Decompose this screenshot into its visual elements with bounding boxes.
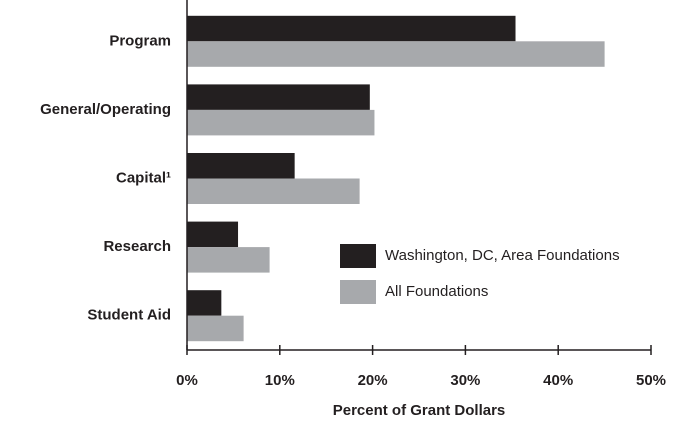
- legend-label: All Foundations: [385, 283, 488, 300]
- x-tick-label: 10%: [265, 372, 295, 389]
- x-tick-label: 50%: [636, 372, 666, 389]
- legend-label: Washington, DC, Area Foundations: [385, 247, 620, 264]
- x-tick-label: 0%: [176, 372, 198, 389]
- x-axis-title: Percent of Grant Dollars: [333, 402, 506, 419]
- y-tick-label: Student Aid: [87, 307, 171, 324]
- y-tick-label: General/Operating: [40, 101, 171, 118]
- legend-swatch: [340, 280, 376, 304]
- x-tick-label: 20%: [358, 372, 388, 389]
- bar: [187, 153, 295, 179]
- bar: [187, 290, 222, 316]
- y-tick-label: Program: [109, 32, 171, 49]
- bar: [187, 41, 605, 67]
- y-tick-label: Research: [103, 238, 171, 255]
- bar: [187, 109, 375, 136]
- bar: [187, 315, 244, 342]
- bar: [187, 15, 516, 42]
- legend-swatch: [340, 244, 376, 268]
- bar: [187, 84, 370, 110]
- x-tick-label: 30%: [450, 372, 480, 389]
- bar: [187, 221, 239, 248]
- bar: [187, 178, 360, 204]
- bar: [187, 247, 270, 273]
- y-tick-label: Capital¹: [116, 169, 171, 186]
- x-tick-label: 40%: [543, 372, 573, 389]
